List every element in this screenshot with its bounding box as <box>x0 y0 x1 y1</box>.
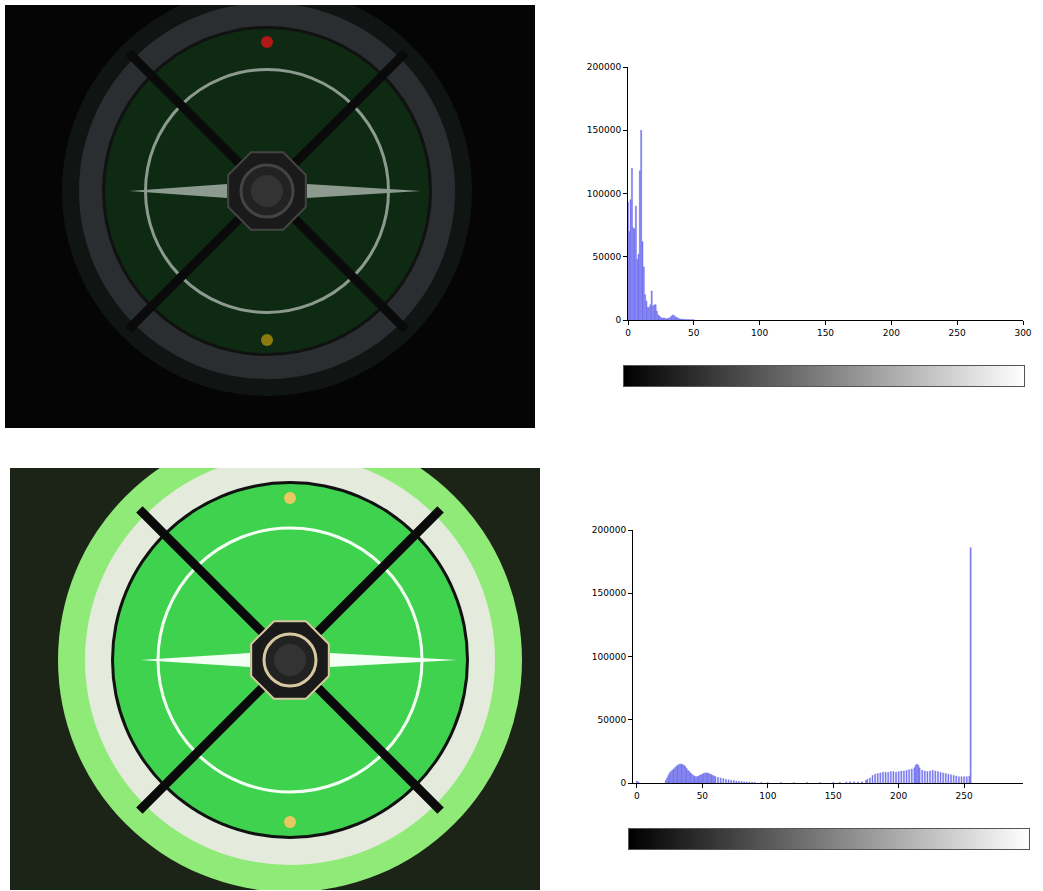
svg-text:250: 250 <box>949 328 966 338</box>
svg-text:200: 200 <box>890 791 907 801</box>
svg-text:0: 0 <box>615 315 621 325</box>
svg-text:150: 150 <box>825 791 842 801</box>
svg-text:50000: 50000 <box>593 252 622 262</box>
svg-text:0: 0 <box>620 778 626 788</box>
svg-text:100: 100 <box>751 328 768 338</box>
svg-text:200000: 200000 <box>592 525 627 535</box>
svg-text:150: 150 <box>817 328 834 338</box>
svg-text:100: 100 <box>759 791 776 801</box>
svg-text:0: 0 <box>634 791 640 801</box>
svg-text:0: 0 <box>625 328 631 338</box>
svg-text:150000: 150000 <box>587 125 622 135</box>
svg-text:250: 250 <box>956 791 973 801</box>
svg-text:300: 300 <box>1014 328 1031 338</box>
svg-text:100000: 100000 <box>587 189 622 199</box>
svg-text:50000: 50000 <box>598 715 627 725</box>
svg-text:100000: 100000 <box>592 652 627 662</box>
svg-text:200000: 200000 <box>587 62 622 72</box>
svg-text:150000: 150000 <box>592 588 627 598</box>
svg-text:50: 50 <box>697 791 709 801</box>
svg-text:50: 50 <box>688 328 700 338</box>
svg-text:200: 200 <box>883 328 900 338</box>
